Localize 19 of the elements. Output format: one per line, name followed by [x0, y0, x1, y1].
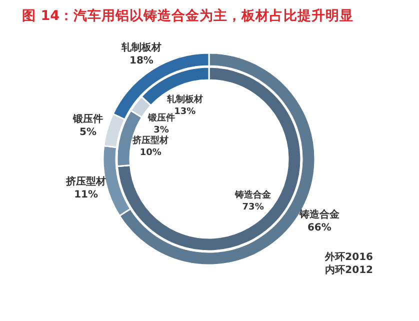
slice-label: 轧制板材: [166, 94, 203, 106]
slice-label: 铸造合金: [298, 208, 340, 221]
slice-label: 挤压型材: [132, 134, 169, 146]
slice-label: 挤压型材: [65, 175, 106, 188]
text: 内环2012: [325, 264, 374, 276]
data-label: 66%: [307, 222, 332, 234]
chart-title: 图 14：汽车用铝以铸造合金为主，板材占比提升明显: [22, 7, 354, 24]
data-label: 10%: [140, 148, 162, 158]
slice-label: 锻压件: [72, 112, 104, 125]
data-label: 5%: [80, 126, 96, 138]
slice-label: 锻压件: [146, 112, 175, 124]
data-label: 73%: [242, 202, 264, 213]
slice-label: 轧制板材: [120, 42, 162, 54]
text: 外环2016: [324, 251, 374, 263]
data-label: 13%: [174, 107, 196, 118]
data-label: 18%: [130, 56, 154, 67]
data-label: 3%: [154, 126, 169, 136]
slice-label: 铸造合金: [234, 190, 272, 201]
data-label: 11%: [74, 189, 98, 200]
